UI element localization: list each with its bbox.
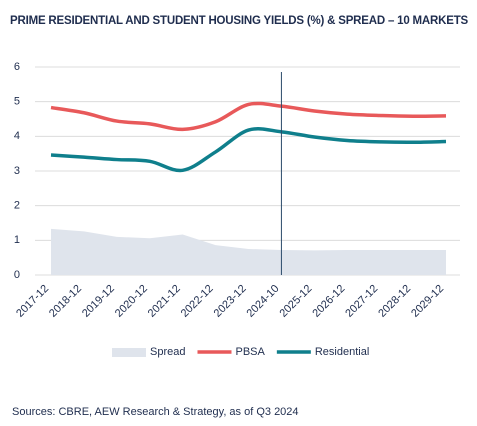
x-tick-label: 2025-12 <box>277 283 314 320</box>
x-tick-label: 2029-12 <box>409 283 446 320</box>
x-tick-label: 2026-12 <box>310 283 347 320</box>
y-tick-label: 2 <box>14 200 20 212</box>
series-line <box>50 127 447 173</box>
y-tick-label: 3 <box>14 165 20 177</box>
x-tick-label: 2022-12 <box>179 283 216 320</box>
series-line <box>50 101 447 132</box>
x-tick-label: 2023-12 <box>212 283 249 320</box>
x-tick-label: 2027-12 <box>343 283 380 320</box>
chart-title: PRIME RESIDENTIAL AND STUDENT HOUSING YI… <box>10 15 469 27</box>
legend-label: PBSA <box>235 346 265 358</box>
y-tick-label: 4 <box>14 130 20 142</box>
x-tick-label: 2028-12 <box>376 283 413 320</box>
y-tick-label: 1 <box>14 234 20 246</box>
x-tick-label: 2018-12 <box>47 283 84 320</box>
legend-swatch <box>112 348 146 357</box>
x-tick-label: 2020-12 <box>113 283 150 320</box>
y-tick-label: 5 <box>14 96 20 108</box>
source-note: Sources: CBRE, AEW Research & Strategy, … <box>12 406 299 418</box>
legend-label: Residential <box>315 346 369 358</box>
y-tick-label: 6 <box>14 61 20 73</box>
x-tick-label: 2017-12 <box>14 283 51 320</box>
x-tick-label: 2021-12 <box>146 283 183 320</box>
y-tick-label: 0 <box>14 269 20 281</box>
spread-area <box>51 228 446 275</box>
legend-label: Spread <box>150 346 185 358</box>
x-tick-label: 2024-10 <box>245 283 282 320</box>
x-tick-label: 2019-12 <box>80 283 117 320</box>
